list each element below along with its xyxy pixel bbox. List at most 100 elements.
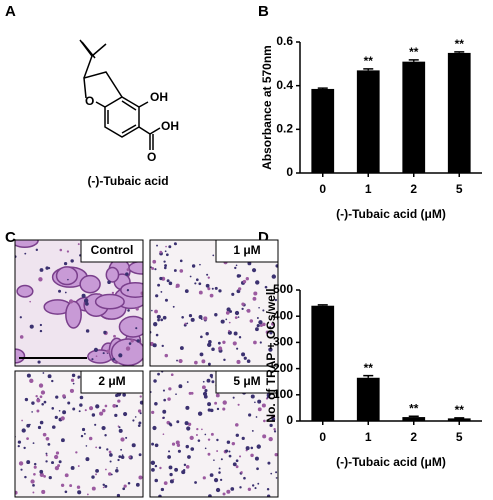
- cell: [132, 419, 135, 422]
- cell: [155, 294, 159, 298]
- cell: [271, 417, 276, 422]
- cell: [58, 409, 61, 412]
- cell: [55, 451, 60, 455]
- error-bar: [454, 51, 465, 53]
- cell: [250, 453, 254, 458]
- cell: [236, 359, 241, 364]
- cell: [81, 293, 86, 298]
- cell: [95, 446, 98, 449]
- cell: [268, 436, 273, 442]
- cell: [188, 314, 193, 318]
- cell: [205, 283, 210, 288]
- cell: [204, 395, 208, 399]
- bar: [311, 305, 335, 421]
- cell: [39, 395, 43, 399]
- cell: [234, 266, 237, 270]
- cell: [174, 467, 179, 472]
- cell: [168, 245, 172, 249]
- cell: [157, 372, 160, 376]
- panel-label: C: [5, 229, 16, 246]
- cell: [156, 244, 158, 247]
- micrograph-label: 5 μM: [233, 374, 260, 388]
- cell: [60, 416, 65, 421]
- cell: [213, 459, 215, 461]
- cell: [64, 291, 67, 294]
- cell: [85, 301, 89, 306]
- cell: [168, 450, 171, 453]
- cell: [266, 488, 270, 491]
- y-tick-label: 0: [286, 165, 293, 179]
- cell: [122, 487, 126, 491]
- cell: [137, 424, 141, 427]
- cell: [62, 394, 66, 398]
- cell: [117, 458, 120, 462]
- cell: [47, 442, 51, 446]
- cell: [67, 278, 69, 281]
- y-tick-label: 0: [286, 413, 293, 427]
- label-box: [215, 239, 279, 263]
- cell: [251, 429, 254, 432]
- cell: [161, 344, 164, 348]
- cell: [21, 419, 23, 422]
- cell: [107, 472, 112, 476]
- error-bar: [454, 417, 465, 419]
- cell: [59, 248, 63, 252]
- cell: [154, 478, 159, 483]
- y-tick-label: 0.2: [276, 122, 293, 136]
- cell: [236, 347, 239, 350]
- cell: [204, 389, 208, 393]
- cell: [67, 401, 71, 405]
- cell: [167, 455, 171, 459]
- cell: [160, 291, 163, 293]
- cell: [222, 407, 226, 411]
- cell: [63, 262, 68, 266]
- error-bar: [363, 68, 374, 71]
- cell: [77, 377, 80, 379]
- cell: [255, 280, 260, 285]
- cell: [36, 409, 40, 413]
- cell: [186, 381, 189, 383]
- osteoclast: [65, 300, 82, 329]
- y-tick-label: 200: [273, 361, 293, 375]
- cell: [134, 416, 137, 418]
- osteoclast: [120, 281, 143, 298]
- cell: [91, 475, 95, 479]
- cell: [251, 268, 257, 273]
- cell: [125, 346, 131, 351]
- micrograph-label: Control: [91, 243, 134, 257]
- cell: [189, 435, 194, 440]
- cell: [109, 460, 112, 463]
- cell: [258, 306, 260, 309]
- compound-name: (-)-Tubaic acid: [87, 174, 168, 188]
- cell: [72, 382, 75, 385]
- cell: [220, 458, 223, 461]
- cell: [37, 425, 42, 430]
- cell: [176, 443, 181, 447]
- cell: [77, 490, 82, 495]
- cell: [184, 421, 189, 426]
- cell: [39, 472, 44, 477]
- cell: [45, 460, 48, 463]
- cell: [250, 446, 254, 450]
- cell: [28, 423, 31, 426]
- cell: [70, 466, 75, 470]
- annotation: **: [455, 37, 465, 51]
- cell: [39, 469, 44, 474]
- micrograph-border: [149, 370, 279, 498]
- cell: [39, 268, 44, 272]
- cell: [24, 252, 27, 255]
- micrograph-label: 2 μM: [98, 374, 125, 388]
- cell: [159, 466, 162, 470]
- cell: [31, 411, 33, 413]
- cell: [235, 465, 239, 469]
- cell: [51, 407, 55, 410]
- cell: [197, 411, 203, 416]
- annotation: **: [409, 45, 419, 59]
- cell: [41, 402, 44, 406]
- cell: [270, 472, 273, 475]
- cell: [266, 494, 271, 497]
- cell: [254, 456, 259, 461]
- cell: [259, 341, 262, 344]
- annotation: **: [364, 361, 374, 375]
- cell: [222, 400, 227, 405]
